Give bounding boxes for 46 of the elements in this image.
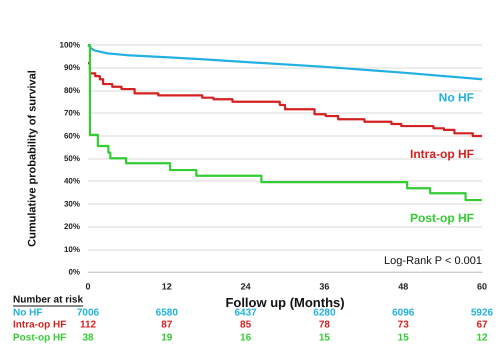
y-tick-label: 40% [64,176,80,186]
y-tick-label: 10% [64,244,80,254]
x-tick-label: 0 [85,282,91,292]
text: 87 [161,320,173,330]
text: No HF [13,308,42,318]
text: 67 [476,320,488,330]
y-tick-label: 60% [64,131,80,140]
text: 7006 [76,308,100,318]
series-label: Post-op HF [410,211,474,226]
text: 19 [161,332,173,344]
y-tick-label: 20% [64,222,80,232]
text: 6437 [234,308,258,318]
text: 15 [318,332,330,344]
y-tick-label: 100% [60,40,80,50]
text: 6096 [392,308,415,318]
annotation: Log-Rank P < 0.001 [384,255,482,267]
y-tick-label: 30% [64,199,80,208]
y-tick-label: 90% [64,63,80,72]
series-label: No HF [438,90,474,104]
x-tick-label: 12 [162,282,172,292]
text: 38 [82,332,94,344]
text: 78 [318,320,330,330]
text: Number at risk [13,294,84,306]
text: Intra-op HF [13,320,66,330]
y-tick-label: 70% [64,108,80,118]
x-tick-label: 24 [240,282,251,292]
y-axis-title: Cumulative probability of survival [26,70,38,247]
x-tick-label: 60 [476,282,488,292]
text: 12 [476,332,488,344]
y-tick-label: 0% [68,268,80,276]
text: 73 [398,320,410,330]
text: 85 [240,320,252,330]
text: 16 [240,332,252,344]
y-tick-label: 50% [64,154,80,163]
line-series [86,44,484,80]
text: Post-op HF [13,332,66,344]
text: 5926 [470,308,494,318]
x-axis-title: Follow up (Months) [225,294,345,310]
y-tick-label: 80% [64,86,80,95]
text: 112 [80,320,96,330]
series-label: Intra-op HF [410,147,474,162]
text: 6280 [313,308,336,318]
x-tick-label: 36 [319,282,330,292]
text: 15 [398,332,410,344]
x-tick-label: 48 [398,282,408,292]
text: 6580 [156,308,178,318]
